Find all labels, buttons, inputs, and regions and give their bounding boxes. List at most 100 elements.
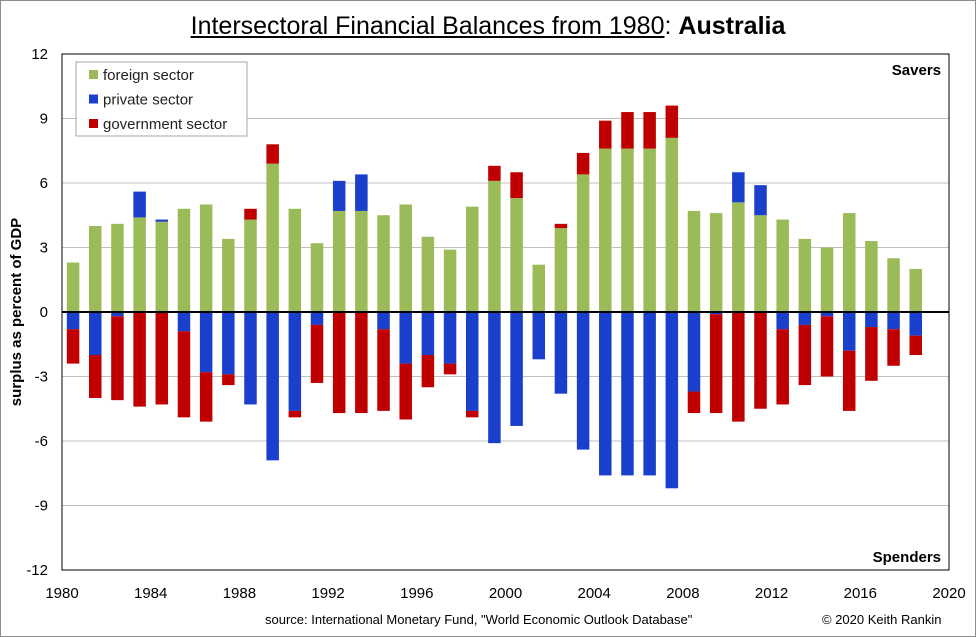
bar-government-sector [754, 312, 767, 409]
bar-private-sector [532, 312, 546, 360]
annotation-spenders: Spenders [873, 549, 941, 566]
bar-private-sector [244, 312, 257, 405]
x-tick-label: 1992 [311, 585, 344, 602]
y-tick-label: 3 [40, 240, 48, 257]
x-tick-labels: 1980 1984 1988 1992 1996 2000 2004 2008 2012 2016… [45, 585, 965, 602]
bar-foreign-sector [820, 247, 834, 312]
bar-private-sector [310, 312, 324, 325]
bar-government-sector [288, 410, 302, 418]
legend-label: private sector [103, 92, 193, 109]
annotation-savers: Savers [892, 62, 941, 79]
y-tick-label: -9 [35, 498, 48, 515]
bar-foreign-sector [332, 210, 346, 312]
bar-government-sector [842, 350, 856, 411]
bar-foreign-sector [754, 215, 767, 312]
bar-private-sector [355, 174, 368, 211]
bar-private-sector [687, 312, 701, 392]
bar-foreign-sector [554, 228, 568, 312]
chart-title: Intersectoral Financial Balances from 19… [0, 12, 976, 41]
bar-government-sector [709, 314, 723, 414]
title-main: Intersectoral Financial Balances from 19… [190, 12, 665, 40]
bar-private-sector [399, 312, 412, 364]
bar-foreign-sector [288, 208, 302, 312]
bar-private-sector [288, 312, 302, 411]
bar-government-sector [488, 165, 501, 181]
bar-government-sector [155, 312, 169, 405]
legend-label: foreign sector [103, 67, 194, 84]
bar-government-sector [798, 324, 812, 386]
bar-foreign-sector [421, 236, 435, 312]
bar-government-sector [465, 410, 479, 418]
bar-government-sector [421, 355, 435, 388]
bar-foreign-sector [66, 262, 80, 312]
bar-government-sector [621, 112, 634, 149]
bar-foreign-sector [621, 148, 634, 312]
x-tick-label: 1988 [223, 585, 256, 602]
bar-foreign-sector [488, 180, 501, 312]
bar-foreign-sector [887, 258, 900, 312]
y-tick-label: 0 [40, 304, 48, 321]
bar-government-sector [199, 372, 213, 422]
bar-foreign-sector [177, 208, 191, 312]
bar-private-sector [732, 172, 745, 203]
bar-private-sector [599, 312, 612, 476]
title-sep: : [664, 12, 679, 40]
bar-foreign-sector [576, 174, 590, 312]
bar-government-sector [133, 312, 146, 407]
bar-private-sector [155, 219, 169, 222]
bars [66, 105, 922, 489]
bar-private-sector [621, 312, 634, 476]
legend-label: government sector [103, 116, 227, 133]
bar-foreign-sector [665, 137, 679, 312]
bar-foreign-sector [865, 241, 878, 312]
bar-government-sector [266, 144, 279, 164]
bar-foreign-sector [510, 198, 523, 312]
bar-private-sector [909, 312, 922, 336]
bar-government-sector [177, 331, 191, 418]
bar-government-sector [732, 312, 745, 422]
bar-foreign-sector [222, 238, 235, 312]
x-tick-label: 2012 [755, 585, 788, 602]
bar-private-sector [665, 312, 679, 489]
bar-private-sector [776, 312, 789, 330]
bar-private-sector [488, 312, 501, 444]
bar-foreign-sector [465, 206, 479, 312]
bar-private-sector [798, 312, 812, 325]
bar-government-sector [820, 316, 834, 377]
bar-foreign-sector [443, 249, 457, 312]
bar-government-sector [643, 112, 656, 149]
bar-private-sector [754, 185, 767, 216]
bar-foreign-sector [599, 148, 612, 312]
bar-foreign-sector [266, 163, 279, 312]
bar-government-sector [244, 208, 257, 220]
bar-private-sector [842, 312, 856, 351]
bar-government-sector [865, 327, 878, 381]
x-tick-label: 1980 [45, 585, 78, 602]
x-tick-label: 2016 [844, 585, 877, 602]
bar-foreign-sector [355, 210, 368, 312]
title-country: Australia [678, 12, 786, 40]
bar-government-sector [355, 312, 368, 414]
bar-government-sector [576, 152, 590, 175]
legend: foreign sector private sector government s… [75, 61, 248, 137]
y-tick-label: 6 [40, 175, 48, 192]
bar-foreign-sector [111, 223, 124, 312]
bar-government-sector [89, 355, 102, 398]
y-tick-label: 12 [31, 46, 48, 63]
bar-private-sector [177, 312, 191, 332]
source-note: source: International Monetary Fund, "Wo… [265, 612, 693, 627]
bar-government-sector [776, 329, 789, 405]
bar-private-sector [332, 180, 346, 211]
bar-foreign-sector [199, 204, 213, 312]
bar-foreign-sector [709, 213, 723, 312]
bar-government-sector [111, 316, 124, 401]
bar-foreign-sector [244, 219, 257, 312]
bar-foreign-sector [643, 148, 656, 312]
y-tick-label: 9 [40, 111, 48, 128]
bar-foreign-sector [732, 202, 745, 312]
x-tick-label: 1984 [134, 585, 167, 602]
x-tick-label: 1996 [400, 585, 433, 602]
bar-foreign-sector [798, 238, 812, 312]
legend-swatch [89, 70, 98, 79]
